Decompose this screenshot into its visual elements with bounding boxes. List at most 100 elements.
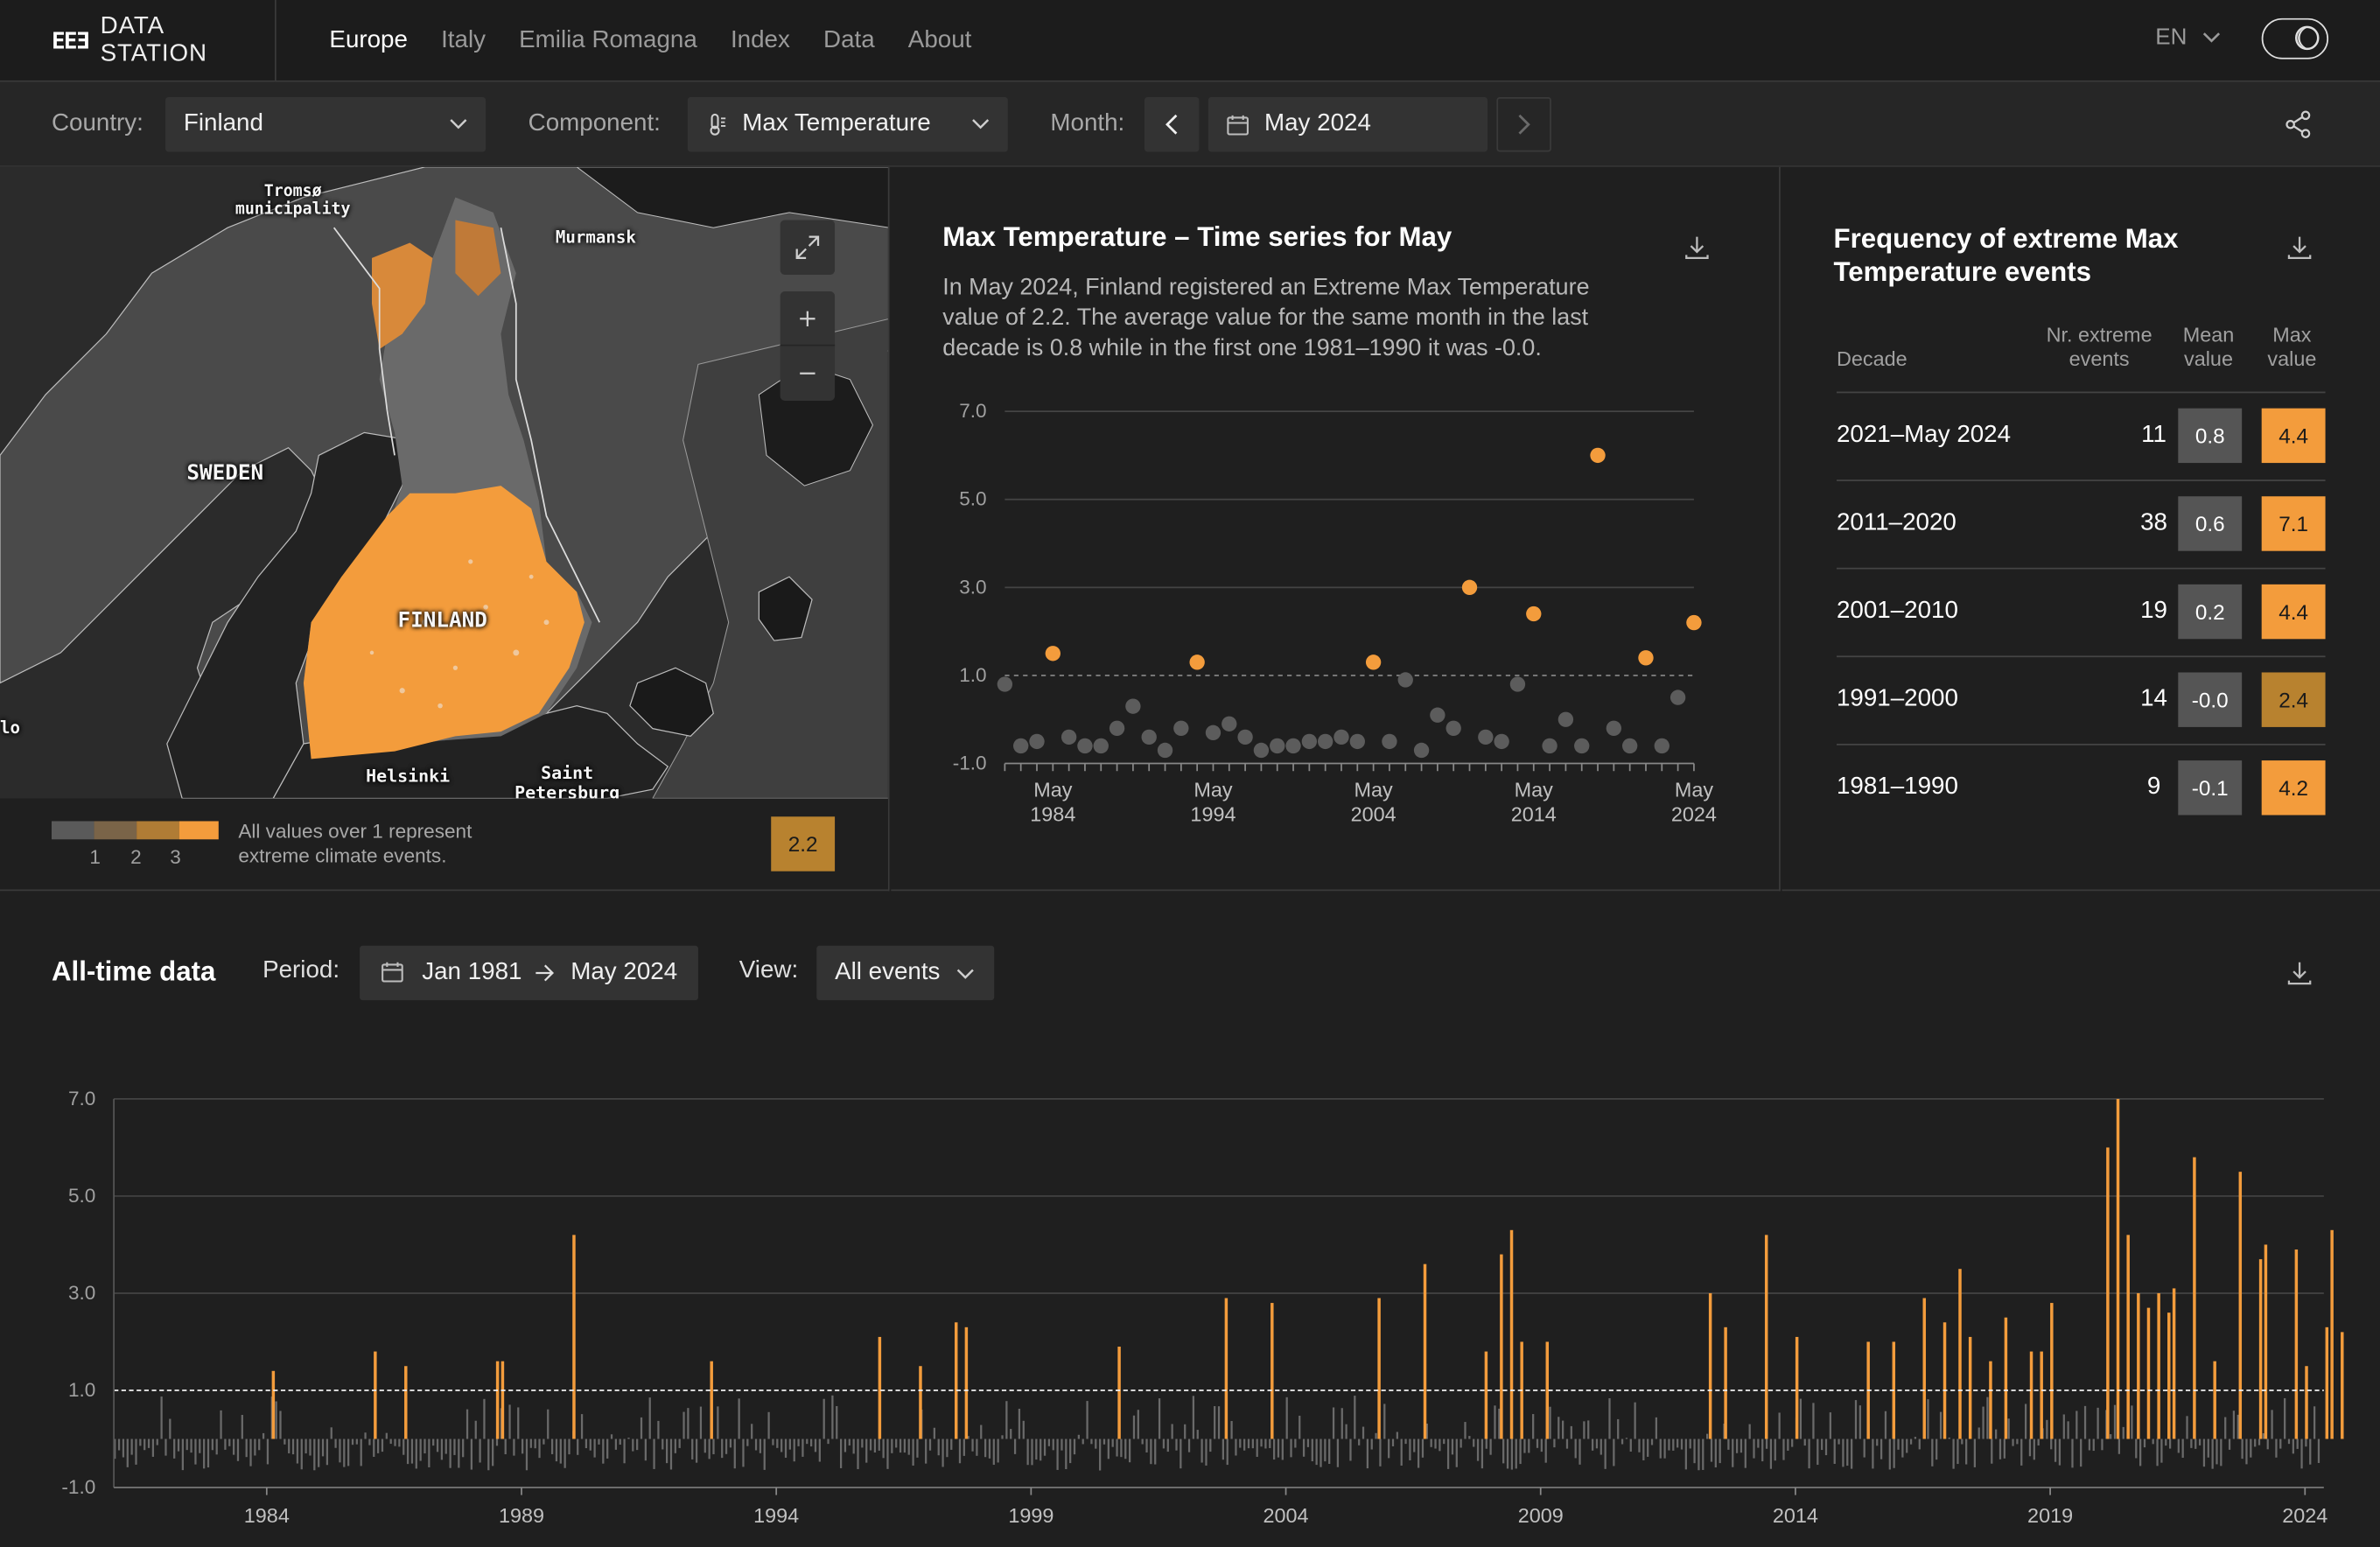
extreme-bar[interactable] — [1484, 1351, 1488, 1439]
data-point[interactable] — [1285, 738, 1301, 754]
nav-item-italy[interactable]: Italy — [441, 27, 486, 53]
zoom-out-button[interactable] — [780, 346, 835, 401]
extreme-bar[interactable] — [1968, 1336, 1972, 1439]
extreme-bar[interactable] — [964, 1326, 969, 1439]
extreme-bar[interactable] — [2258, 1259, 2263, 1439]
zoom-in-button[interactable] — [780, 291, 836, 346]
data-point[interactable] — [997, 676, 1013, 692]
extreme-bar[interactable] — [2330, 1229, 2334, 1439]
download-icon[interactable] — [1684, 234, 1711, 261]
data-point[interactable] — [1029, 733, 1045, 750]
data-point[interactable] — [1686, 614, 1702, 631]
extreme-bar[interactable] — [572, 1235, 576, 1439]
extreme-bar[interactable] — [2040, 1351, 2043, 1439]
brand[interactable]: EEƎ DATA STATION — [0, 0, 276, 82]
data-point[interactable] — [1509, 676, 1526, 692]
extreme-bar[interactable] — [955, 1322, 958, 1439]
extreme-bar[interactable] — [2157, 1292, 2160, 1439]
extreme-bar[interactable] — [1117, 1347, 1121, 1439]
extreme-bar[interactable] — [878, 1336, 882, 1439]
fullscreen-button[interactable] — [780, 220, 836, 275]
extreme-bar[interactable] — [2305, 1366, 2308, 1439]
download-icon[interactable] — [2286, 959, 2313, 986]
extreme-bar[interactable] — [2172, 1288, 2176, 1439]
extreme-bar[interactable] — [2146, 1307, 2151, 1439]
next-month-button[interactable] — [1496, 97, 1551, 152]
data-point[interactable] — [1526, 606, 1542, 622]
data-point[interactable] — [1621, 738, 1638, 754]
country-select[interactable]: Finland — [165, 97, 486, 152]
data-point[interactable] — [1318, 733, 1334, 750]
nav-item-data[interactable]: Data — [823, 27, 875, 53]
extreme-bar[interactable] — [1509, 1229, 1514, 1439]
data-point[interactable] — [1141, 729, 1157, 746]
data-point[interactable] — [1382, 733, 1397, 750]
extreme-bar[interactable] — [1942, 1322, 1947, 1439]
extreme-bar[interactable] — [404, 1366, 408, 1439]
extreme-bar[interactable] — [1423, 1264, 1427, 1439]
data-point[interactable] — [1077, 738, 1093, 754]
data-point[interactable] — [1606, 720, 1622, 736]
data-point[interactable] — [1013, 738, 1029, 754]
extreme-bar[interactable] — [2050, 1303, 2054, 1439]
extreme-bar[interactable] — [1958, 1269, 1962, 1439]
extreme-bar[interactable] — [2137, 1292, 2140, 1439]
data-point[interactable] — [1109, 720, 1125, 736]
extreme-bar[interactable] — [1795, 1336, 1799, 1439]
extreme-bar[interactable] — [1224, 1298, 1228, 1439]
data-point[interactable] — [1413, 742, 1430, 759]
extreme-bar[interactable] — [374, 1351, 377, 1439]
period-picker[interactable]: Jan 1981 May 2024 — [360, 945, 698, 1001]
data-point[interactable] — [1222, 716, 1237, 732]
extreme-bar[interactable] — [500, 1361, 505, 1439]
extreme-bar[interactable] — [2294, 1250, 2299, 1439]
previous-month-button[interactable] — [1144, 97, 1200, 152]
extreme-bar[interactable] — [1724, 1326, 1727, 1439]
data-point[interactable] — [1334, 729, 1349, 746]
extreme-bar[interactable] — [1270, 1303, 1274, 1439]
data-point[interactable] — [1446, 720, 1461, 736]
data-point[interactable] — [1478, 729, 1494, 746]
view-select[interactable]: All events — [816, 945, 995, 1001]
extreme-bar[interactable] — [2004, 1317, 2008, 1439]
extreme-bar[interactable] — [2106, 1147, 2110, 1439]
extreme-bar[interactable] — [2325, 1326, 2329, 1439]
extreme-bar[interactable] — [2238, 1172, 2243, 1439]
extreme-bar[interactable] — [2213, 1361, 2216, 1439]
data-point[interactable] — [1349, 733, 1365, 750]
data-point[interactable] — [1301, 733, 1318, 750]
extreme-bar[interactable] — [1545, 1341, 1550, 1439]
data-point[interactable] — [1670, 690, 1686, 705]
extreme-bar[interactable] — [495, 1361, 500, 1439]
download-icon[interactable] — [2286, 234, 2313, 261]
extreme-bar[interactable] — [1708, 1292, 1712, 1439]
extreme-bar[interactable] — [2167, 1312, 2171, 1439]
data-point[interactable] — [1173, 720, 1189, 736]
map[interactable]: Tromsø municipality Murmansk SWEDEN FINL… — [0, 166, 888, 799]
data-point[interactable] — [1430, 707, 1446, 723]
data-point[interactable] — [1237, 729, 1253, 746]
data-point[interactable] — [1125, 698, 1141, 714]
extreme-bar[interactable] — [271, 1370, 276, 1439]
nav-item-europe[interactable]: Europe — [329, 27, 408, 53]
data-point[interactable] — [1494, 733, 1509, 750]
data-point[interactable] — [1365, 654, 1382, 670]
extreme-bar[interactable] — [2341, 1332, 2344, 1439]
data-point[interactable] — [1654, 738, 1670, 754]
nav-item-about[interactable]: About — [907, 27, 972, 53]
data-point[interactable] — [1205, 724, 1222, 741]
data-point[interactable] — [1397, 672, 1413, 688]
extreme-bar[interactable] — [2029, 1351, 2034, 1439]
extreme-bar[interactable] — [919, 1366, 922, 1439]
data-point[interactable] — [1574, 738, 1590, 754]
data-point[interactable] — [1045, 646, 1060, 662]
extreme-bar[interactable] — [710, 1361, 713, 1439]
data-point[interactable] — [1189, 654, 1205, 670]
data-point[interactable] — [1461, 579, 1478, 596]
data-point[interactable] — [1157, 742, 1173, 759]
extreme-bar[interactable] — [1922, 1298, 1926, 1439]
period-from[interactable]: Jan 1981 — [422, 959, 522, 985]
extreme-bar[interactable] — [2126, 1235, 2130, 1439]
nav-item-emilia-romagna[interactable]: Emilia Romagna — [519, 27, 697, 53]
component-select[interactable]: Max Temperature — [687, 97, 1008, 152]
